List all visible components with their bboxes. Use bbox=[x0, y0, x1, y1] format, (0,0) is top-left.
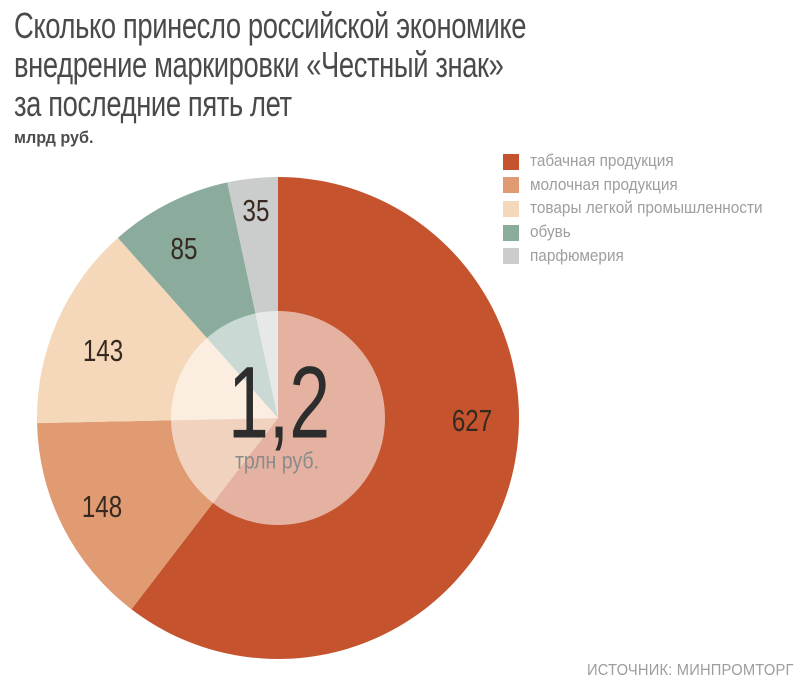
page-title-line-1: Сколько принесло российской экономике bbox=[14, 5, 527, 46]
chart-legend: табачная продукция молочная продукция то… bbox=[503, 150, 780, 268]
legend-item-footwear: обувь bbox=[503, 221, 780, 245]
legend-label-footwear: обувь bbox=[530, 223, 571, 242]
legend-swatch-perfume bbox=[503, 248, 519, 265]
slice-value-label-dairy: 148 bbox=[82, 489, 123, 525]
page-title: Сколько принесло российской экономике вн… bbox=[14, 6, 526, 123]
source-label: ИСТОЧНИК: МИНПРОМТОРГ bbox=[587, 662, 794, 679]
slice-value-label-perfume: 35 bbox=[242, 193, 270, 229]
slice-value-label-light-industry: 143 bbox=[83, 332, 124, 368]
legend-swatch-footwear bbox=[503, 224, 519, 241]
pie-center-unit: трлн руб. bbox=[234, 447, 320, 474]
legend-swatch-light-industry bbox=[503, 200, 519, 217]
legend-label-tobacco: табачная продукция bbox=[530, 152, 674, 171]
legend-label-light-industry: товары легкой промышленности bbox=[530, 199, 763, 218]
pie-center-value: 1,2 bbox=[227, 345, 331, 460]
slice-value-label-footwear: 85 bbox=[170, 231, 198, 267]
page-title-line-3: за последние пять лет bbox=[14, 83, 292, 124]
legend-item-perfume: парфюмерия bbox=[503, 244, 780, 268]
legend-swatch-dairy bbox=[503, 177, 519, 194]
units-label: млрд руб. bbox=[14, 128, 94, 147]
legend-swatch-tobacco bbox=[503, 153, 519, 170]
pie-center-overlay bbox=[171, 311, 385, 525]
legend-item-dairy: молочная продукция bbox=[503, 174, 780, 198]
page-title-line-2: внедрение маркировки «Честный знак» bbox=[14, 44, 504, 85]
legend-label-dairy: молочная продукция bbox=[530, 175, 678, 194]
legend-item-tobacco: табачная продукция bbox=[503, 150, 780, 174]
legend-item-light-industry: товары легкой промышленности bbox=[503, 197, 780, 221]
slice-value-label-tobacco: 627 bbox=[451, 403, 493, 439]
legend-label-perfume: парфюмерия bbox=[530, 246, 624, 265]
